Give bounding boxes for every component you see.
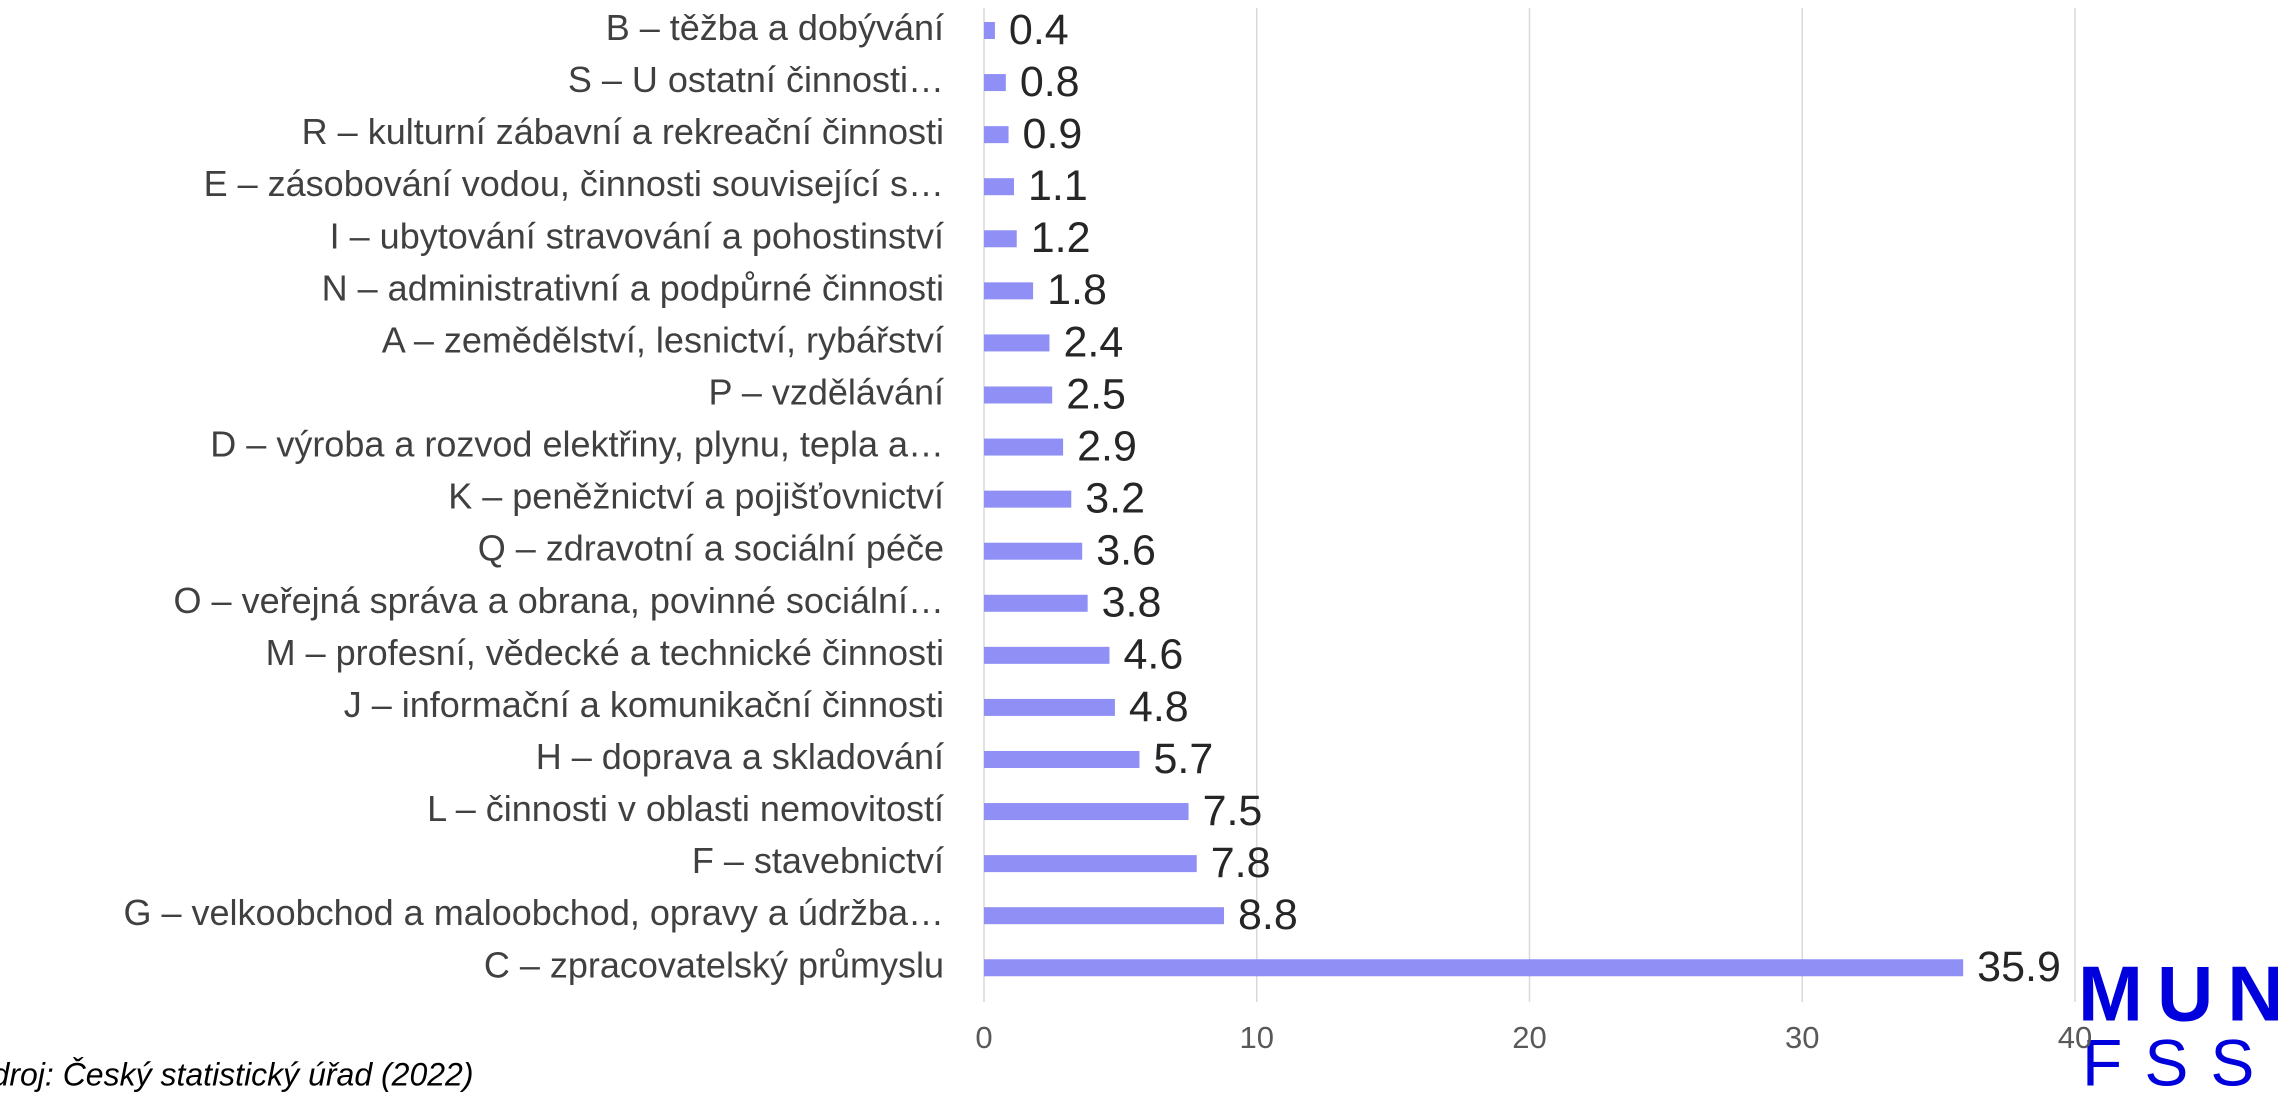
data-label: 35.9 xyxy=(1977,943,2061,991)
data-label: 3.2 xyxy=(1085,474,1145,522)
data-label: 1.2 xyxy=(1031,214,1091,262)
x-tick-label: 10 xyxy=(1240,1020,1274,1055)
bar xyxy=(984,386,1053,404)
y-tick-label: M – profesní, vědecké a technické činnos… xyxy=(266,632,944,673)
x-tick-label: 30 xyxy=(1785,1020,1819,1055)
y-tick-label: J – informační a komunikační činnosti xyxy=(344,684,944,725)
y-tick-label: N – administrativní a podpůrné činnosti xyxy=(322,267,944,308)
y-tick-label: A – zemědělství, lesnictví, rybářství xyxy=(382,319,944,360)
bar xyxy=(984,750,1140,768)
logo-muni: MUNI xyxy=(2078,950,2278,1038)
data-label: 1.1 xyxy=(1028,162,1088,210)
y-tick-label: G – velkoobchod a maloobchod, opravy a ú… xyxy=(124,892,945,933)
y-tick-label: L – činnosti v oblasti nemovitostí xyxy=(427,788,944,829)
source-note: Zdroj: Český statistický úřad (2022) xyxy=(0,1056,474,1092)
data-label: 7.5 xyxy=(1203,787,1263,835)
data-label: 3.6 xyxy=(1096,527,1156,575)
bar xyxy=(984,438,1064,456)
y-tick-label: Q – zdravotní a sociální péče xyxy=(478,528,944,569)
bar xyxy=(984,698,1115,716)
data-label: 1.8 xyxy=(1047,266,1107,314)
data-label: 4.8 xyxy=(1129,683,1189,731)
y-tick-label: F – stavebnictví xyxy=(692,840,944,881)
bar xyxy=(984,803,1189,821)
data-label: 2.4 xyxy=(1063,318,1123,366)
data-label: 2.5 xyxy=(1066,370,1126,418)
y-tick-label: H – doprava a skladování xyxy=(536,736,944,777)
y-tick-label: C – zpracovatelský průmyslu xyxy=(484,944,944,985)
y-tick-label: O – veřejná správa a obrana, povinné soc… xyxy=(174,580,944,621)
y-tick-label: K – peněžnictví a pojišťovnictví xyxy=(448,476,944,517)
bar xyxy=(984,126,1009,144)
y-tick-label: P – vzdělávání xyxy=(709,372,945,413)
bar xyxy=(984,178,1015,196)
x-tick-label: 20 xyxy=(1512,1020,1546,1055)
bar xyxy=(984,542,1083,560)
bar xyxy=(984,907,1225,925)
logo-fss: FSS xyxy=(2082,1025,2276,1095)
bar xyxy=(984,646,1110,664)
x-tick-label: 0 xyxy=(975,1020,992,1055)
y-tick-label: D – výroba a rozvod elektřiny, plynu, te… xyxy=(210,424,944,465)
bar xyxy=(984,74,1006,92)
bar xyxy=(984,282,1034,300)
data-label: 7.8 xyxy=(1211,839,1271,887)
bar xyxy=(984,594,1088,612)
data-label: 5.7 xyxy=(1153,735,1213,783)
x-tick-label: 40 xyxy=(2058,1020,2092,1055)
data-label: 0.8 xyxy=(1020,58,1080,106)
bar xyxy=(984,22,995,39)
bar xyxy=(984,855,1197,873)
y-tick-label: B – těžba a dobývání xyxy=(606,7,944,48)
data-label: 3.8 xyxy=(1102,579,1162,627)
y-tick-label: R – kulturní zábavní a rekreační činnost… xyxy=(302,111,944,152)
bar xyxy=(984,959,1964,977)
bar xyxy=(984,490,1072,508)
bar xyxy=(984,230,1017,248)
bar xyxy=(984,334,1050,352)
data-label: 0.9 xyxy=(1023,110,1083,158)
data-label: 8.8 xyxy=(1238,891,1298,939)
data-label: 0.4 xyxy=(1009,6,1069,54)
data-label: 4.6 xyxy=(1123,631,1183,679)
y-tick-label: E – zásobování vodou, činnosti souvisejí… xyxy=(204,163,944,204)
data-label: 2.9 xyxy=(1077,422,1137,470)
y-tick-label: S – U ostatní činnosti… xyxy=(568,59,944,100)
y-tick-label: I – ubytování stravování a pohostinství xyxy=(330,215,944,256)
